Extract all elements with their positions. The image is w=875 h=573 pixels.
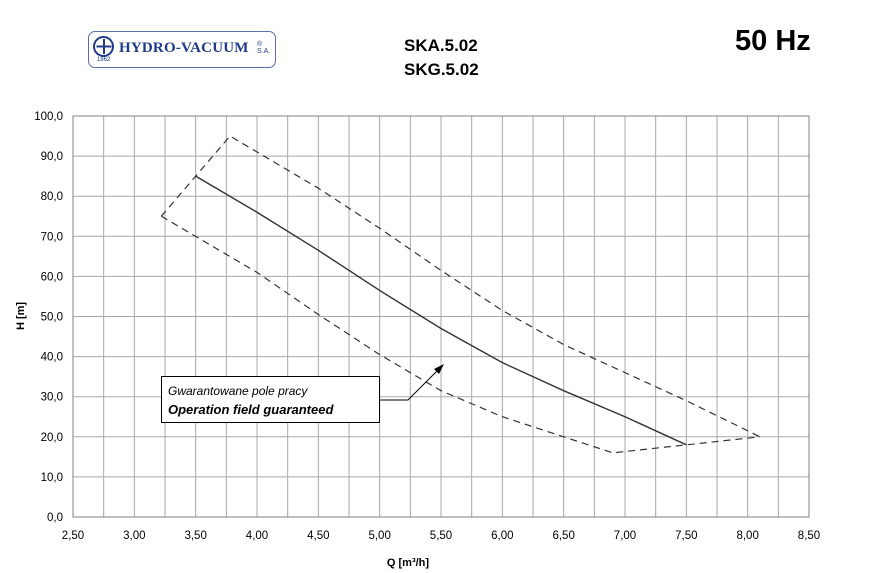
model-name-2: SKG.5.02 — [404, 60, 479, 79]
x-tick-label: 6,00 — [491, 530, 513, 542]
y-tick-label: 10,0 — [41, 472, 63, 484]
x-tick-label: 2,50 — [62, 530, 84, 542]
hydro-vacuum-logo: HYDRO-VACUUM ® S.A. 1862 — [88, 31, 276, 68]
y-tick-label: 40,0 — [41, 352, 63, 364]
annotation-text-pl: Gwarantowane pole pracy — [168, 384, 308, 398]
frequency-label: 50 Hz — [735, 25, 811, 57]
x-tick-label: 4,00 — [246, 530, 268, 542]
x-tick-label: 4,50 — [307, 530, 329, 542]
x-tick-label: 8,00 — [736, 530, 758, 542]
operation-field-boundary-line — [160, 135, 761, 438]
plot-frame — [72, 115, 810, 518]
y-axis-label: H [m] — [15, 302, 27, 330]
logo-year: 1862 — [97, 57, 111, 63]
logo-brand: HYDRO-VACUUM — [119, 40, 249, 56]
x-axis-label: Q [m³/h] — [387, 557, 429, 569]
y-tick-label: 30,0 — [41, 392, 63, 404]
y-tick-labels: 0,0 10,0 20,0 30,0 40,0 50,0 60,0 70,0 80,0 90,0 1… — [34, 111, 63, 524]
operation-field-boundary-line — [161, 215, 760, 454]
y-tick-label: 0,0 — [47, 512, 63, 524]
y-tick-label: 70,0 — [41, 231, 63, 243]
chart-grid — [72, 115, 810, 518]
x-tick-label: 8,50 — [798, 530, 820, 542]
pump-curve-line — [195, 175, 687, 446]
y-tick-label: 90,0 — [41, 151, 63, 163]
y-tick-label: 20,0 — [41, 432, 63, 444]
x-tick-label: 5,50 — [430, 530, 452, 542]
operation-field-annotation: Gwarantowane pole pracy Operation field … — [161, 376, 380, 423]
annotation-arrow — [380, 364, 444, 401]
x-tick-label: 7,00 — [614, 530, 636, 542]
logo-suffix: ® S.A. — [257, 41, 271, 55]
x-tick-labels: 2,50 3,00 3,50 4,00 4,50 5,00 5,50 6,00 6,50 7,00… — [62, 530, 820, 542]
x-tick-label: 7,50 — [675, 530, 697, 542]
annotation-text-en: Operation field guaranteed — [168, 402, 334, 417]
x-tick-label: 3,00 — [123, 530, 145, 542]
y-tick-label: 60,0 — [41, 271, 63, 283]
x-tick-label: 3,50 — [184, 530, 206, 542]
model-name-1: SKA.5.02 — [404, 36, 478, 55]
y-tick-label: 100,0 — [34, 111, 63, 123]
y-tick-label: 50,0 — [41, 312, 63, 324]
y-tick-label: 80,0 — [41, 191, 63, 203]
logo-emblem-icon — [93, 36, 114, 57]
chart-series — [160, 135, 761, 454]
x-tick-label: 5,00 — [368, 530, 390, 542]
x-tick-label: 6,50 — [552, 530, 574, 542]
